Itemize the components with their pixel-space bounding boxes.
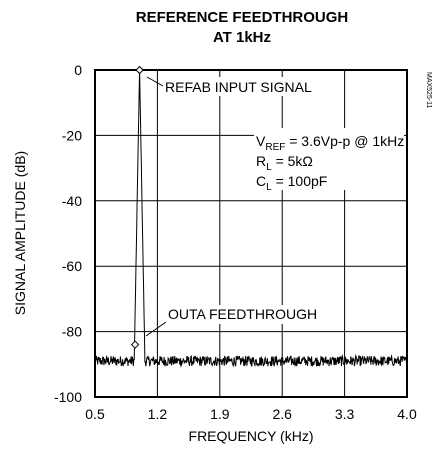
refab-label-bg — [163, 77, 329, 96]
y-tick-label: -100 — [54, 389, 82, 405]
rl-rest: = 5kΩ — [272, 153, 313, 169]
cl-rest: = 100pF — [272, 173, 328, 189]
x-axis-label: FREQUENCY (kHz) — [189, 428, 314, 444]
diamond-marker — [135, 65, 144, 75]
rl-line: RL = 5kΩ — [256, 153, 313, 173]
y-tick-label: 0 — [74, 62, 82, 78]
rl-r: R — [256, 153, 266, 169]
outa-label-bg — [166, 305, 314, 324]
y-tick-label: -60 — [62, 258, 82, 274]
markers — [130, 65, 144, 349]
refab-annotation: REFAB INPUT SIGNAL — [165, 79, 312, 95]
rl-sub: L — [266, 162, 272, 173]
y-tick-label: -40 — [62, 193, 82, 209]
cl-sub: L — [266, 182, 272, 193]
chart-title-line1: REFERENCE FEEDTHROUGH — [136, 9, 349, 26]
conditions-annotation: VREF = 3.6Vp-p @ 1kHz RL = 5kΩ CL = 100p… — [254, 128, 404, 193]
vref-v: V — [256, 133, 266, 149]
refab-annotation-group: REFAB INPUT SIGNAL — [163, 77, 329, 96]
y-tick-label: -80 — [62, 324, 82, 340]
x-tick-label: 0.5 — [85, 406, 105, 422]
outa-annotation-group: OUTA FEEDTHROUGH — [166, 305, 317, 324]
conditions-bg — [254, 128, 404, 190]
x-tick-label: 2.6 — [272, 406, 292, 422]
chart-title-line2: AT 1kHz — [213, 29, 271, 46]
series-trace — [94, 69, 408, 368]
refab-leader-line — [146, 76, 164, 87]
vref-line: VREF = 3.6Vp-p @ 1kHz — [256, 133, 404, 153]
plot-frame — [94, 69, 408, 398]
vref-sub: REF — [265, 142, 285, 153]
cl-c: C — [256, 173, 266, 189]
y-axis-label: SIGNAL AMPLITUDE (dB) — [12, 151, 28, 315]
y-tick-label: -20 — [62, 127, 82, 143]
vref-rest: = 3.6Vp-p @ 1kHz — [285, 133, 404, 149]
outa-annotation: OUTA FEEDTHROUGH — [168, 306, 317, 322]
x-tick-label: 4.0 — [397, 406, 417, 422]
figure-code: MAX525-11 — [425, 72, 432, 109]
x-tick-labels: 0.5 1.2 1.9 2.6 3.3 4.0 — [85, 406, 417, 422]
x-tick-label: 1.2 — [148, 406, 168, 422]
x-tick-label: 3.3 — [335, 406, 355, 422]
x-tick-label: 1.9 — [210, 406, 230, 422]
y-tick-labels: 0 -20 -40 -60 -80 -100 — [54, 62, 82, 405]
cl-line: CL = 100pF — [256, 173, 327, 193]
diamond-marker — [130, 340, 140, 349]
outa-leader-line — [145, 321, 167, 337]
grid — [95, 70, 407, 397]
